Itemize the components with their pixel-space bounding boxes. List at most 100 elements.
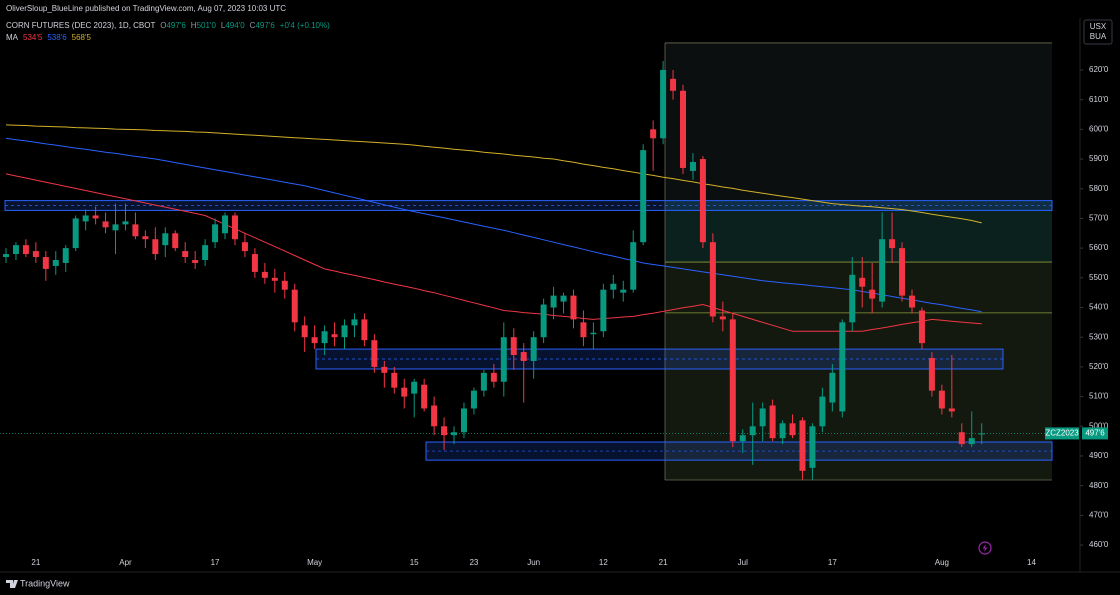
- candle-body: [241, 242, 248, 252]
- plot: 460'0 470'0 480'0 490'0 500'0 510'0 520'0 530'0…: [3, 61, 1109, 567]
- candle-body: [3, 254, 9, 258]
- candle-body: [590, 332, 597, 335]
- candle-body: [879, 239, 886, 302]
- alert-icon[interactable]: [978, 541, 992, 555]
- candle-body: [152, 239, 159, 255]
- watermark: TradingView: [20, 578, 70, 588]
- candle-body: [719, 316, 726, 320]
- y-tick-label: 610'0: [1089, 95, 1109, 104]
- candle-body: [749, 426, 756, 436]
- tv-logo: [6, 580, 18, 588]
- x-tick-label: Jul: [738, 558, 748, 567]
- last-price-label: 497'6: [1085, 429, 1105, 438]
- candle-body: [122, 221, 129, 225]
- candle-body: [769, 405, 776, 439]
- candle-body: [670, 78, 677, 91]
- ma-value: 534'5: [23, 33, 43, 42]
- candle-body: [550, 295, 557, 308]
- candle-body: [381, 366, 388, 373]
- candle-body: [928, 357, 935, 391]
- y-tick-label: 480'0: [1089, 481, 1109, 490]
- ohlc-key: C: [250, 21, 256, 30]
- candle-body: [52, 260, 59, 266]
- ma-key: MA: [6, 33, 19, 42]
- y-tick-label: 550'0: [1089, 273, 1109, 282]
- ohlc-key: L: [221, 21, 226, 30]
- candle-body: [82, 215, 89, 222]
- currency-box[interactable]: [1083, 19, 1113, 45]
- y-tick-label: 490'0: [1089, 451, 1109, 460]
- candle-body: [132, 224, 139, 237]
- ohlc-value: 497'6: [255, 21, 275, 30]
- candle-body: [859, 277, 866, 287]
- ma-line: [5, 173, 982, 332]
- ohlc-value: 497'6: [166, 21, 186, 30]
- candle-body: [301, 325, 308, 338]
- candle-body: [660, 69, 667, 139]
- candle-body: [560, 295, 567, 302]
- candle-body: [620, 289, 627, 293]
- candle-body: [600, 289, 607, 332]
- y-tick-label: 570'0: [1089, 214, 1109, 223]
- y-tick-label: 510'0: [1089, 392, 1109, 401]
- x-tick-label: 14: [1027, 558, 1036, 567]
- ohlc-key: H: [191, 21, 197, 30]
- candle-body: [640, 150, 647, 243]
- candle-body: [709, 242, 716, 317]
- candle-body: [908, 295, 915, 308]
- candle-body: [849, 274, 856, 323]
- candle-body: [401, 387, 408, 397]
- candle-body: [291, 289, 298, 323]
- x-tick-label: 15: [410, 558, 419, 567]
- candle-body: [142, 236, 149, 240]
- y-tick-label: 540'0: [1089, 303, 1109, 312]
- candle-body: [869, 289, 876, 299]
- alert-bolt: [982, 544, 988, 552]
- candle-body: [182, 251, 189, 258]
- candle-body: [829, 372, 836, 403]
- ticker-badge: [1045, 427, 1079, 440]
- candle-body: [12, 245, 19, 255]
- candle-body: [819, 396, 826, 427]
- candle-body: [331, 334, 338, 338]
- candle-body: [520, 352, 527, 361]
- candle-body: [899, 248, 906, 296]
- ohlc-value: 501'0: [197, 21, 217, 30]
- candle-body: [839, 322, 846, 412]
- candle-body: [371, 340, 378, 367]
- y-tick-label: 620'0: [1089, 65, 1109, 74]
- candle-body: [72, 218, 79, 249]
- y-tick-label: 470'0: [1089, 510, 1109, 519]
- candle-body: [112, 224, 119, 231]
- candle-body: [222, 215, 229, 234]
- candle-body: [699, 159, 706, 243]
- candle-body: [480, 372, 487, 391]
- x-tick-label: Apr: [119, 558, 132, 567]
- ma-line: [5, 137, 982, 313]
- candle-body: [938, 390, 945, 409]
- candle-body: [431, 405, 438, 427]
- x-tick-label: 21: [31, 558, 40, 567]
- candle-body: [271, 277, 278, 281]
- candle-body: [231, 215, 238, 240]
- x-tick-label: 17: [828, 558, 837, 567]
- candle-body: [261, 271, 268, 278]
- currency: USX: [1090, 22, 1107, 31]
- box-band: [665, 42, 1052, 201]
- x-tick-label: 12: [599, 558, 608, 567]
- candle-body: [361, 319, 368, 341]
- logo-mark: [6, 580, 18, 588]
- x-tick-label: 23: [469, 558, 478, 567]
- candle-body: [510, 337, 517, 356]
- candle-body: [92, 215, 99, 219]
- last-price-badge: [1082, 427, 1108, 440]
- candle-body: [958, 432, 965, 445]
- symbol-legend: CORN FUTURES (DEC 2023), 1D, CBOT O497'6 H…: [6, 21, 330, 30]
- candle-body: [451, 432, 458, 436]
- candle-body: [570, 295, 577, 320]
- candle-body: [202, 245, 209, 261]
- change: +0'4 (+0.10%): [280, 21, 330, 30]
- ohlc-value: 494'0: [225, 21, 245, 30]
